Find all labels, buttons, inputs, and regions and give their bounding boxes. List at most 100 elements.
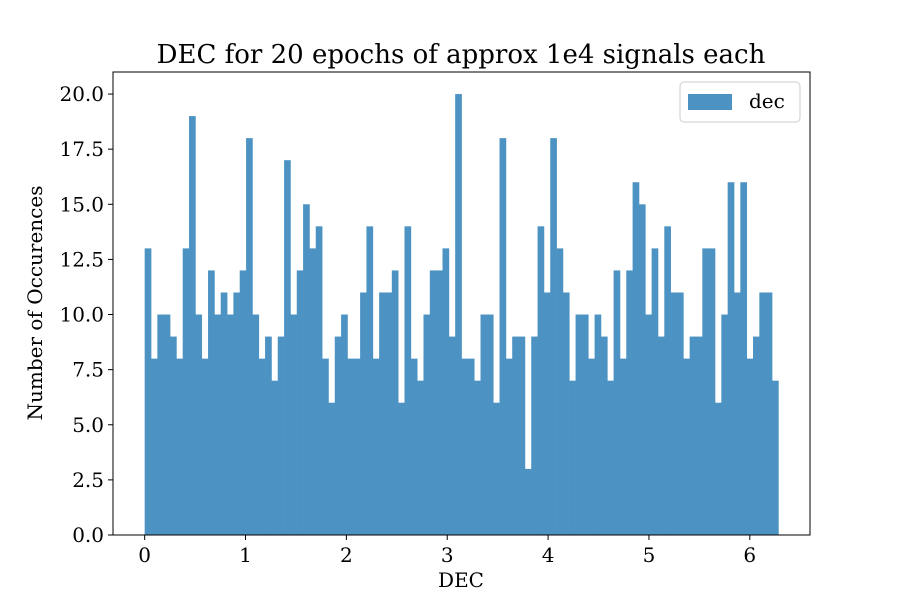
bar xyxy=(670,292,678,535)
legend-box xyxy=(679,81,801,123)
bar xyxy=(290,314,298,535)
bars-group xyxy=(144,94,779,536)
bar xyxy=(657,336,665,535)
legend-swatch-dec xyxy=(688,94,732,110)
bar xyxy=(512,336,519,535)
x-tick-label: 3 xyxy=(441,543,454,567)
bar xyxy=(594,314,602,535)
bar xyxy=(277,336,285,535)
bar xyxy=(714,402,722,535)
bar xyxy=(239,270,247,535)
bar xyxy=(461,358,469,535)
bar xyxy=(727,182,735,536)
bar xyxy=(227,314,234,535)
bar xyxy=(176,358,184,535)
bar xyxy=(753,336,760,535)
bar xyxy=(638,204,646,536)
bar xyxy=(309,248,317,535)
x-tick-label: 5 xyxy=(643,543,656,567)
bar xyxy=(683,358,690,535)
plot-frame xyxy=(112,71,811,536)
bar xyxy=(626,270,633,535)
bar xyxy=(182,248,190,535)
bar xyxy=(353,358,361,535)
bar xyxy=(265,336,272,535)
bar xyxy=(372,358,380,535)
bar xyxy=(550,138,557,535)
bar xyxy=(499,138,507,535)
bar xyxy=(575,314,583,535)
bar xyxy=(404,226,412,535)
bar xyxy=(144,248,152,535)
bar xyxy=(480,314,488,535)
bar xyxy=(619,358,627,535)
bar xyxy=(328,402,336,535)
x-tick-label: 4 xyxy=(542,543,555,567)
bar xyxy=(759,292,767,535)
bar xyxy=(379,292,386,535)
x-tick-label: 2 xyxy=(340,543,353,567)
bar xyxy=(360,292,367,535)
x-tick-label: 1 xyxy=(239,543,252,567)
bar xyxy=(702,248,709,535)
y-tick-label: 0.0 xyxy=(72,523,104,547)
y-tick-label: 15.0 xyxy=(59,192,104,216)
bar xyxy=(537,226,545,535)
legend-label-dec: dec xyxy=(749,89,785,113)
bar xyxy=(423,314,431,535)
bar xyxy=(341,314,348,535)
x-tick-label: 0 xyxy=(138,543,151,567)
bar xyxy=(600,336,608,535)
bar xyxy=(195,314,203,535)
bar xyxy=(334,336,342,535)
bar xyxy=(708,248,716,535)
bar xyxy=(417,380,424,535)
chart-title: DEC for 20 epochs of approx 1e4 signals … xyxy=(157,40,766,70)
bar xyxy=(442,248,450,535)
bar xyxy=(315,226,323,535)
bar xyxy=(233,292,241,535)
bar xyxy=(385,292,393,535)
bar xyxy=(689,336,697,535)
bar xyxy=(429,270,437,535)
bar xyxy=(271,380,279,535)
bar xyxy=(645,314,652,535)
bar xyxy=(189,116,196,535)
bar xyxy=(664,226,671,535)
bar xyxy=(467,358,475,535)
y-axis-label: Number of Occurences xyxy=(23,186,47,421)
bar xyxy=(772,380,779,535)
bar xyxy=(448,336,456,535)
bar xyxy=(733,292,741,535)
bar xyxy=(505,358,513,535)
bar xyxy=(588,358,595,535)
bar xyxy=(740,182,748,536)
bar xyxy=(531,336,538,535)
bar xyxy=(163,314,171,535)
bar xyxy=(151,358,158,535)
bar xyxy=(518,336,526,535)
bar xyxy=(569,380,576,535)
bar xyxy=(765,292,773,535)
bar xyxy=(366,226,374,535)
bar xyxy=(258,358,266,535)
bar xyxy=(581,314,589,535)
bar xyxy=(436,270,443,535)
bar xyxy=(170,336,177,535)
bar xyxy=(746,358,754,535)
bar xyxy=(543,292,551,535)
bar xyxy=(201,358,209,535)
bar xyxy=(607,380,614,535)
bar xyxy=(721,314,729,535)
legend: dec xyxy=(679,81,801,123)
y-tick-label: 20.0 xyxy=(59,82,104,106)
bar xyxy=(303,204,310,536)
y-tick-label: 7.5 xyxy=(72,358,104,382)
bar xyxy=(524,468,532,535)
y-tick-label: 10.0 xyxy=(59,303,104,327)
y-tick-label: 12.5 xyxy=(59,247,104,271)
bar xyxy=(651,248,659,535)
bar xyxy=(398,402,405,535)
x-axis-label: DEC xyxy=(438,568,484,592)
